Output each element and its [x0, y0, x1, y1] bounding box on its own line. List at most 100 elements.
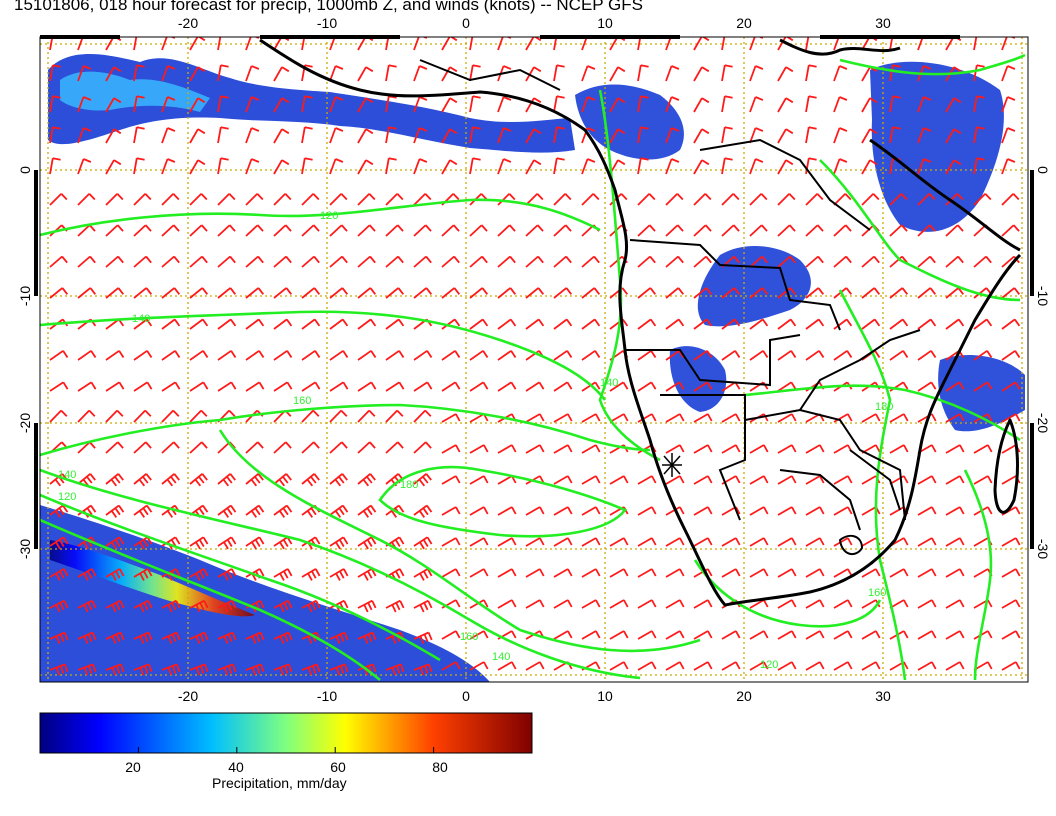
wind-barb — [497, 318, 517, 330]
wind-barb — [161, 504, 181, 518]
wind-barb — [581, 630, 601, 640]
wind-barb — [245, 224, 264, 237]
wind-barb — [413, 96, 428, 113]
wind-barb — [525, 128, 542, 144]
wind-barb — [105, 381, 125, 392]
wind-barb — [105, 663, 125, 676]
wind-barb — [301, 224, 320, 237]
wind-barbs — [49, 37, 1021, 676]
wind-barb — [833, 318, 853, 330]
wind-barb — [833, 475, 853, 485]
wind-barb — [777, 381, 797, 392]
wind-barb — [329, 193, 348, 206]
wind-barb — [105, 128, 122, 144]
wind-barb — [861, 630, 881, 640]
wind-barb — [581, 381, 601, 392]
wind-barb — [553, 568, 573, 578]
wind-barb — [217, 381, 237, 392]
wind-barb — [385, 409, 404, 423]
wind-barb — [105, 473, 124, 487]
wind-barb — [357, 599, 377, 613]
wind-barb — [525, 506, 545, 516]
wind-barb — [805, 475, 825, 485]
wind-barb — [189, 599, 209, 613]
wind-barb — [441, 287, 461, 299]
wind-barb — [329, 127, 344, 144]
wind-barb — [973, 630, 993, 640]
wind-barb — [1001, 599, 1021, 609]
wind-barb — [469, 537, 489, 547]
precip-band-core — [50, 540, 255, 617]
wind-barb — [385, 193, 404, 206]
wind-barb — [1001, 65, 1016, 82]
wind-barb — [441, 630, 461, 640]
wind-barb — [49, 157, 61, 175]
contour-africa-east-140 — [838, 289, 907, 681]
wind-barb — [553, 287, 573, 299]
wind-barb — [889, 318, 909, 330]
wind-barb — [805, 255, 824, 268]
wind-barb — [105, 599, 125, 613]
wind-barb — [301, 193, 320, 206]
wind-barb — [917, 255, 936, 268]
wind-barb — [357, 224, 376, 237]
wind-barb — [777, 350, 797, 361]
wind-barb — [329, 568, 349, 581]
wind-barb — [273, 66, 290, 82]
contour-100-south — [40, 518, 381, 681]
wind-barb — [357, 66, 374, 82]
wind-barb — [301, 287, 321, 299]
wind-barb — [889, 224, 908, 237]
wind-barb — [497, 444, 517, 454]
wind-barb — [1001, 661, 1021, 671]
wind-barb — [805, 287, 825, 299]
wind-barb — [973, 318, 993, 330]
wind-barb — [273, 631, 293, 644]
wind-barb — [105, 193, 124, 206]
wind-barb — [189, 504, 209, 518]
wind-barb — [413, 599, 433, 613]
wind-barb — [161, 473, 180, 487]
border — [699, 138, 871, 231]
wind-barb — [609, 475, 629, 485]
wind-barb — [329, 663, 349, 676]
wind-barb — [945, 255, 964, 268]
wind-barb — [413, 409, 432, 423]
wind-barb — [161, 631, 181, 644]
wind-barb — [49, 193, 68, 206]
wind-barb — [413, 287, 433, 299]
wind-barb — [469, 599, 489, 609]
contour-160-south — [218, 429, 701, 653]
wind-barb — [273, 473, 292, 487]
wind-barb — [581, 444, 601, 454]
wind-barb — [217, 568, 237, 581]
wind-barb — [693, 224, 712, 237]
contour-africa-east-160 — [963, 469, 993, 681]
colorbar: 20 40 60 80 — [39, 712, 533, 775]
wind-barb — [693, 661, 713, 671]
wind-barb — [133, 409, 152, 423]
lon-tick-label: 20 — [736, 688, 752, 704]
wind-barb — [749, 318, 769, 330]
wind-barb — [581, 255, 600, 268]
lon-tick-label: -20 — [178, 15, 198, 31]
wind-barb — [413, 127, 428, 144]
wind-barb — [665, 193, 684, 206]
wind-barb — [161, 381, 181, 392]
wind-barb — [973, 381, 993, 392]
wind-barb — [189, 159, 206, 175]
wind-barb — [413, 631, 433, 644]
wind-barb — [441, 381, 461, 392]
wind-barb — [693, 350, 713, 361]
wind-barb — [497, 224, 516, 237]
wind-barb — [1001, 350, 1021, 361]
contour-label: 160 — [460, 631, 478, 643]
wind-barb — [497, 537, 517, 547]
contour-180 — [378, 465, 628, 538]
wind-barb — [721, 444, 741, 454]
wind-barb — [637, 224, 656, 237]
wind-barb — [357, 631, 377, 644]
wind-barb — [693, 159, 710, 175]
lon-tick-label: 30 — [875, 15, 891, 31]
wind-barb — [301, 255, 320, 268]
